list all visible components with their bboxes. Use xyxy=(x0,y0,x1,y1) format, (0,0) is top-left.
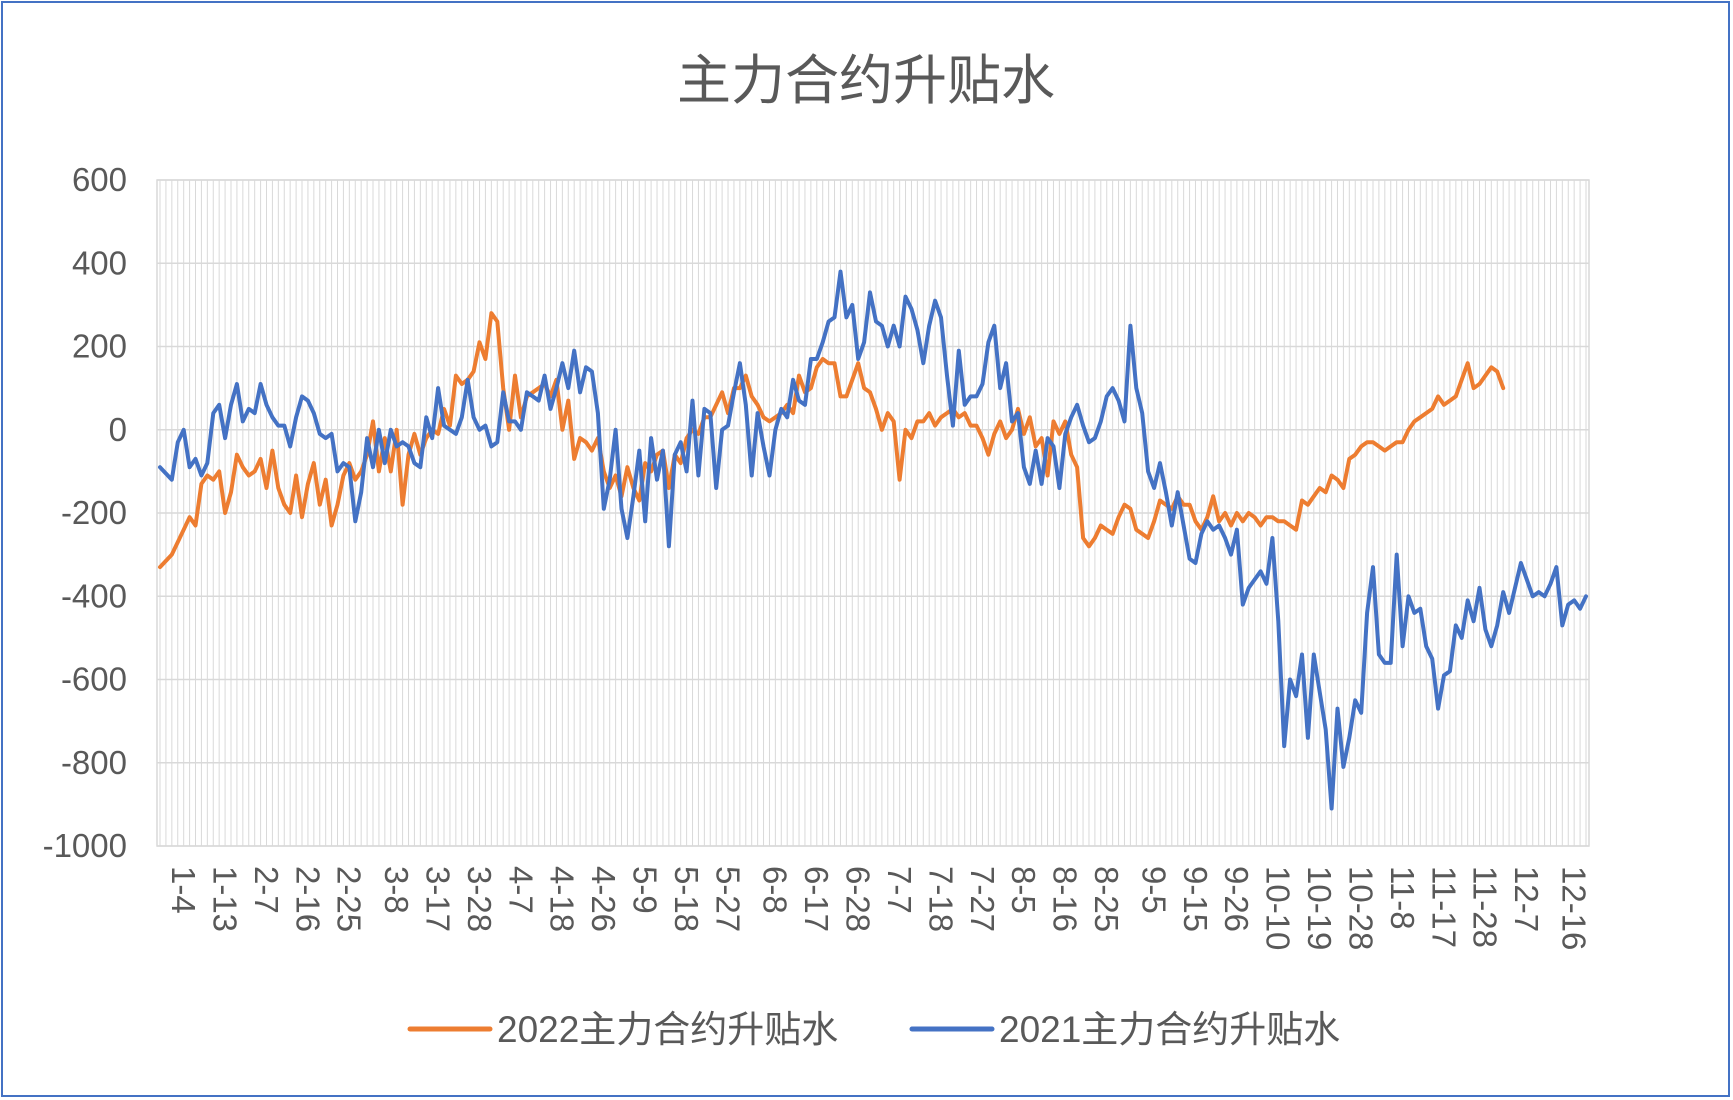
x-tick-label: 6-8 xyxy=(757,866,794,914)
x-tick-label: 11-28 xyxy=(1467,866,1504,948)
y-tick-label: -800 xyxy=(61,744,127,781)
x-tick-label: 9-15 xyxy=(1177,866,1214,932)
x-tick-label: 10-28 xyxy=(1342,866,1379,950)
x-tick-label: 7-7 xyxy=(881,866,918,914)
y-tick-label: 0 xyxy=(109,411,127,448)
y-tick-label: 400 xyxy=(72,244,127,281)
x-tick-label: 7-27 xyxy=(964,866,1001,932)
x-tick-label: 10-10 xyxy=(1260,866,1297,950)
x-tick-label: 5-27 xyxy=(709,866,746,932)
legend-label-2022: 2022主力合约升贴水 xyxy=(497,1009,838,1050)
x-tick-label: 3-17 xyxy=(419,866,456,932)
x-tick-label: 8-5 xyxy=(1005,866,1042,914)
x-tick-label: 12-7 xyxy=(1508,866,1545,932)
x-tick-label: 3-8 xyxy=(378,866,415,914)
series-line-2021 xyxy=(158,269,1588,811)
plot-border xyxy=(156,179,1590,847)
x-tick-label: 10-19 xyxy=(1301,866,1338,950)
legend-item-2022: 2022主力合约升贴水 xyxy=(407,1009,838,1050)
series-lines xyxy=(158,269,1588,811)
x-tick-label: 12-16 xyxy=(1555,866,1592,950)
x-tick-label: 9-26 xyxy=(1218,866,1255,932)
y-tick-label: -200 xyxy=(61,494,127,531)
y-tick-label: -1000 xyxy=(43,827,127,864)
y-tick-label: -400 xyxy=(61,577,127,614)
legend-label-2021: 2021主力合约升贴水 xyxy=(999,1009,1340,1050)
x-tick-label: 4-7 xyxy=(502,866,539,914)
x-tick-label: 6-28 xyxy=(840,866,877,932)
x-tick-label: 9-5 xyxy=(1135,866,1172,914)
x-tick-label: 1-13 xyxy=(206,866,243,932)
x-tick-label: 7-18 xyxy=(922,866,959,932)
chart-title: 主力合约升贴水 xyxy=(677,51,1055,111)
legend: 2022主力合约升贴水 2021主力合约升贴水 xyxy=(407,1009,1340,1050)
y-axis: 600 400 200 0 -200 -400 -600 -800 -1000 xyxy=(43,161,127,864)
x-axis: 1-4 1-13 2-7 2-16 2-25 3-8 3-17 3-28 4-7 4-18 4-26… xyxy=(165,866,1592,950)
y-tick-label: -600 xyxy=(61,661,127,698)
x-tick-label: 2-25 xyxy=(331,866,368,932)
x-tick-label: 4-26 xyxy=(585,866,622,932)
x-tick-label: 4-18 xyxy=(544,866,581,932)
x-tick-label: 2-7 xyxy=(248,866,285,914)
x-tick-label: 8-25 xyxy=(1088,866,1125,932)
x-tick-label: 2-16 xyxy=(289,866,326,932)
x-tick-label: 6-17 xyxy=(798,866,835,932)
y-tick-label: 200 xyxy=(72,328,127,365)
x-tick-label: 5-18 xyxy=(668,866,705,932)
x-tick-label: 11-8 xyxy=(1384,866,1421,930)
series-line-2022 xyxy=(158,311,1506,570)
x-tick-label: 5-9 xyxy=(627,866,664,914)
x-tick-label: 3-28 xyxy=(461,866,498,932)
legend-item-2021: 2021主力合约升贴水 xyxy=(909,1009,1340,1050)
x-tick-label: 1-4 xyxy=(165,866,202,914)
gridlines xyxy=(156,179,1590,847)
y-tick-label: 600 xyxy=(72,161,127,198)
x-tick-label: 11-17 xyxy=(1425,866,1462,948)
x-tick-label: 8-16 xyxy=(1047,866,1084,932)
